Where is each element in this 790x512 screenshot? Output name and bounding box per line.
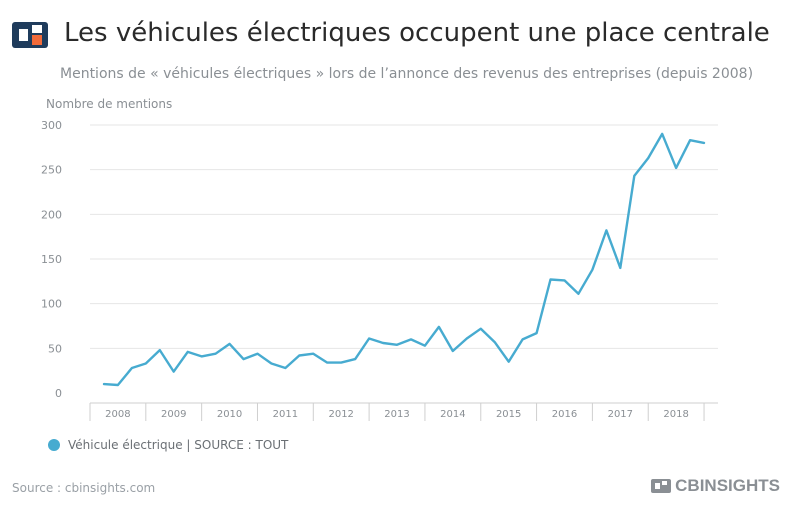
y-tick-label: 150 bbox=[41, 253, 62, 266]
y-tick-label: 200 bbox=[41, 208, 62, 221]
y-axis-label: Nombre de mentions bbox=[46, 97, 173, 111]
x-tick-label: 2010 bbox=[217, 409, 242, 420]
y-tick-label: 250 bbox=[41, 164, 62, 177]
x-tick-label: 2013 bbox=[384, 409, 409, 420]
chart-title: Les véhicules électriques occupent une p… bbox=[64, 18, 770, 48]
brand-logo: CBINSIGHTS bbox=[651, 476, 780, 496]
x-tick-label: 2009 bbox=[161, 409, 186, 420]
legend-label: Véhicule électrique | SOURCE : TOUT bbox=[68, 438, 289, 452]
brand-name: CBINSIGHTS bbox=[675, 476, 780, 495]
x-tick-label: 2016 bbox=[552, 409, 577, 420]
y-tick-label: 300 bbox=[41, 119, 62, 132]
chart-subtitle: Mentions de « véhicules électriques » lo… bbox=[60, 66, 754, 82]
brand-mark-icon bbox=[651, 479, 672, 493]
x-tick-label: 2015 bbox=[496, 409, 521, 420]
source-note: Source : cbinsights.com bbox=[12, 481, 156, 495]
y-tick-label: 0 bbox=[55, 387, 62, 400]
legend-marker bbox=[48, 439, 60, 451]
series-line bbox=[102, 132, 706, 387]
x-tick-label: 2012 bbox=[328, 409, 353, 420]
x-tick-label: 2017 bbox=[608, 409, 633, 420]
y-tick-label: 100 bbox=[41, 298, 62, 311]
cbinsights-logo-icon bbox=[12, 22, 48, 48]
x-tick-label: 2018 bbox=[663, 409, 688, 420]
y-tick-label: 50 bbox=[48, 342, 62, 355]
x-tick-label: 2011 bbox=[273, 409, 298, 420]
x-tick-label: 2008 bbox=[105, 409, 130, 420]
legend: Véhicule électrique | SOURCE : TOUT bbox=[48, 438, 288, 452]
x-tick-label: 2014 bbox=[440, 409, 465, 420]
